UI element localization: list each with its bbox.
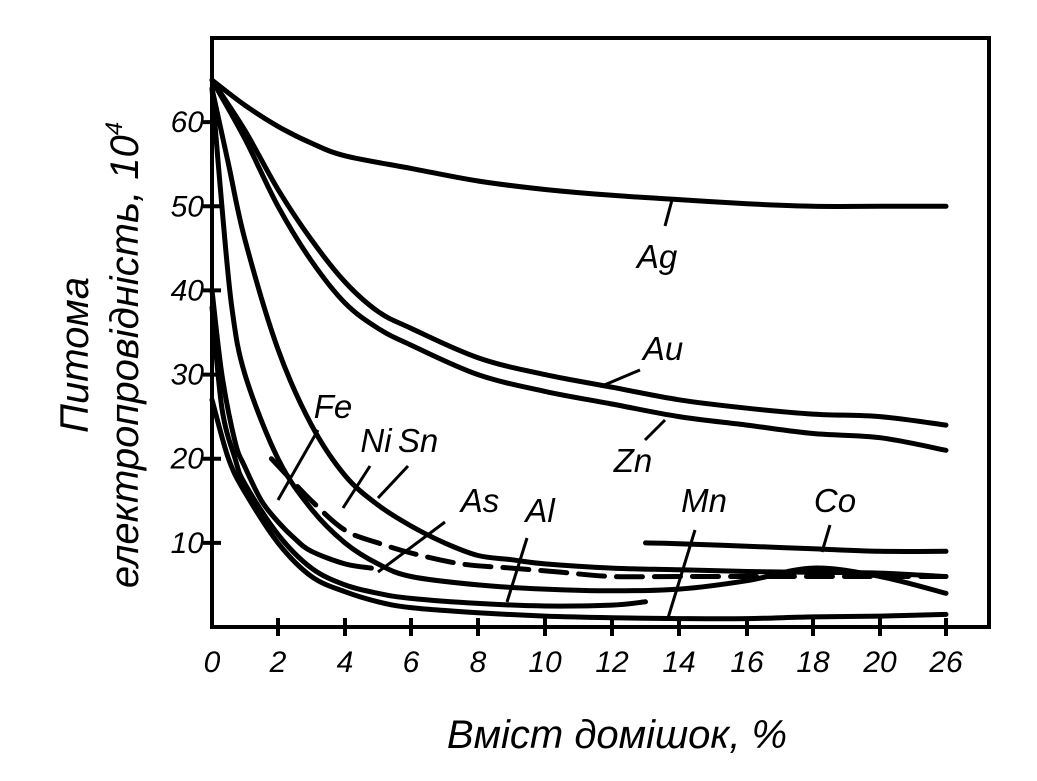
curve-ag <box>209 77 949 209</box>
leader-line-ni <box>341 465 372 509</box>
x-tick-label: 6 <box>403 646 420 679</box>
curve-au <box>209 77 949 428</box>
y-tick-label: 50 <box>171 190 205 223</box>
curve-as <box>209 86 949 596</box>
leader-line-as <box>377 520 446 574</box>
series-label-ag: Ag <box>635 238 678 275</box>
x-tick-label: 18 <box>796 646 830 679</box>
axes: 10 20 30 40 50 60 0 2 4 6 8 10 12 14 16 18 20 26 <box>170 36 991 679</box>
y-axis-title-text: електропровідність, 10 <box>103 135 147 588</box>
leader-line-al <box>505 537 529 603</box>
series-label-al: Al <box>523 492 556 529</box>
x-tick-label: 2 <box>269 646 287 679</box>
leader-line-mn <box>666 529 697 619</box>
y-tick-label: 60 <box>171 106 205 139</box>
y-axis-title-line2: електропровідність, 104 <box>101 122 147 588</box>
leader-line-au <box>601 368 641 388</box>
curve-zn <box>209 77 949 453</box>
series-label-co: Co <box>814 482 856 519</box>
curve-fe <box>209 287 374 571</box>
y-tick-label: 10 <box>171 527 205 560</box>
y-tick-label: 30 <box>171 359 205 392</box>
series-label-zn: Zn <box>613 442 653 479</box>
curve-sn <box>209 86 949 579</box>
series-label-mn: Mn <box>681 482 727 519</box>
plot-frame <box>210 36 991 629</box>
x-tick-label: 4 <box>337 646 354 679</box>
y-axis-title-line1: Питома <box>53 277 97 433</box>
x-tick-label: 12 <box>595 646 629 679</box>
series-label-ni: Ni <box>360 422 393 459</box>
leader-line-ag <box>663 199 674 227</box>
curves <box>209 77 949 622</box>
x-tick-label: 0 <box>204 646 221 679</box>
x-tick-label: 14 <box>662 646 695 679</box>
curve-al <box>209 304 648 609</box>
leader-line-fe <box>276 429 320 501</box>
x-tick-label: 8 <box>470 646 487 679</box>
y-axis-title-exponent: 4 <box>101 122 128 135</box>
series-label-as: As <box>459 482 500 519</box>
curve-mn <box>209 397 949 622</box>
x-tick-label: 10 <box>528 646 562 679</box>
series-label-au: Au <box>641 330 683 367</box>
leader-line-co <box>820 524 832 553</box>
leader-line-sn <box>376 464 410 500</box>
x-tick-label: 16 <box>730 646 764 679</box>
y-axis-title: Питома електропровідність, 104 <box>53 122 147 588</box>
curve-co <box>643 540 949 554</box>
x-axis-title: Вміст домішок, % <box>447 713 787 757</box>
y-tick-label: 20 <box>170 443 205 476</box>
series-label-sn: Sn <box>398 422 438 459</box>
y-tick-label: 40 <box>171 274 205 307</box>
series-label-fe: Fe <box>314 388 353 425</box>
x-tick-label: 26 <box>928 646 963 679</box>
x-tick-label: 20 <box>862 646 897 679</box>
curve-ni <box>268 456 949 580</box>
leader-line-zn <box>643 418 667 442</box>
